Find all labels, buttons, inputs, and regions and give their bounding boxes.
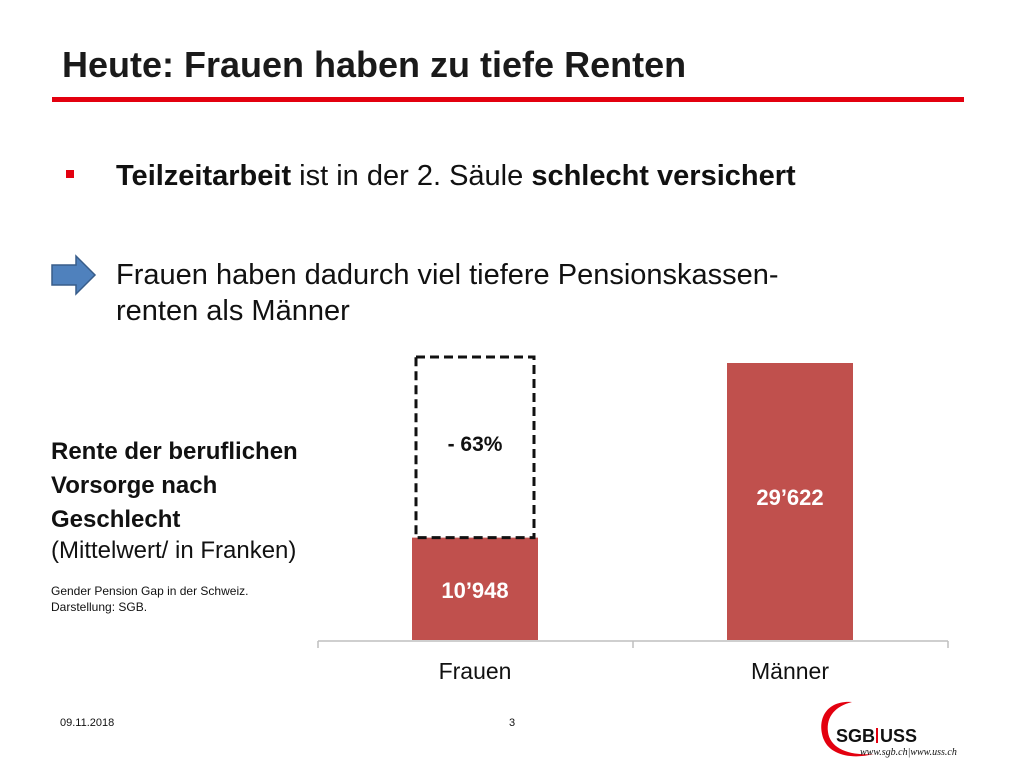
side-title-line2: Vorsorge nach — [51, 472, 218, 499]
side-title-line1: Rente der beruflichen — [51, 438, 298, 465]
data-label-frauen: 10’948 — [441, 578, 508, 603]
x-tick-label-frauen: Frauen — [439, 658, 512, 684]
bullet-bold-1: Teilzeitarbeit — [116, 160, 292, 192]
data-label-männer: 29’622 — [756, 485, 823, 510]
side-title-line3: Geschlecht — [51, 506, 181, 533]
bullet-bold-2: schlecht versichert — [531, 160, 796, 192]
svg-text:www.sgb.ch|www.uss.ch: www.sgb.ch|www.uss.ch — [860, 747, 957, 758]
gap-dashed-box — [414, 355, 536, 540]
x-tick-label-männer: Männer — [751, 658, 829, 684]
svg-text:USS: USS — [880, 726, 917, 746]
bullet-plain: ist in der 2. Säule — [291, 160, 532, 192]
bar-frauen — [412, 537, 538, 640]
bullet-square-icon — [66, 170, 74, 178]
chart-side-subtitle: (Mittelwert/ in Franken) — [51, 537, 297, 564]
page-title: Heute: Frauen haben zu tiefe Renten — [62, 44, 687, 85]
arrow-statement-line2: renten als Männer — [116, 295, 350, 327]
arrow-statement: Frauen haben dadurch viel tiefere Pensio… — [116, 257, 916, 329]
svg-text:SGB: SGB — [836, 726, 875, 746]
source-note-line2: Darstellung: SGB. — [51, 600, 148, 614]
bullet-text: Teilzeitarbeit ist in der 2. Säule schle… — [116, 160, 796, 193]
title-divider — [52, 97, 964, 102]
bar-männer — [727, 363, 853, 640]
arrow-right-icon — [51, 254, 97, 296]
source-note-line1: Gender Pension Gap in der Schweiz. — [51, 584, 249, 598]
footer-date: 09.11.2018 — [60, 717, 115, 729]
arrow-statement-line1: Frauen haben dadurch viel tiefere Pensio… — [116, 259, 779, 291]
chart-side-title: Rente der beruflichen Vorsorge nach Gesc… — [51, 435, 371, 537]
gap-annotation-label: - 63% — [448, 433, 503, 456]
page-number: 3 — [509, 717, 516, 729]
sgb-uss-logo: SGB USS www.sgb.ch|www.uss.ch — [821, 701, 957, 758]
